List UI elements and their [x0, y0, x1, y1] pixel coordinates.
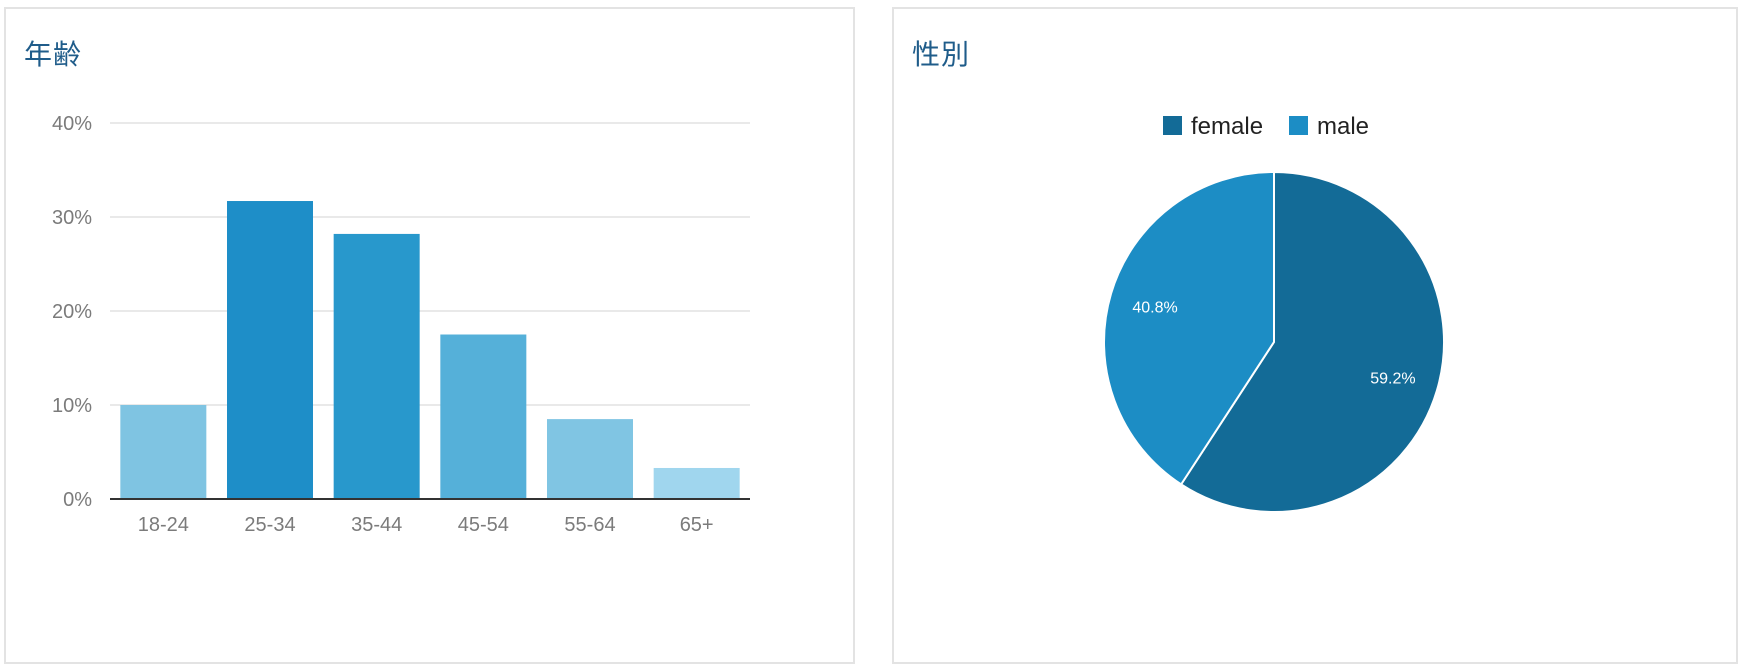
slice-label: 40.8% — [1132, 300, 1177, 317]
legend-swatch — [1289, 116, 1308, 135]
bar — [333, 233, 420, 500]
slice-label: 59.2% — [1370, 370, 1415, 387]
gender-panel: 性別 female male 59.2% 40.8% — [892, 7, 1738, 664]
legend-label: female — [1191, 113, 1263, 140]
age-panel: 年齢 0% 10% 20% 30% 40% 18-24 25-34 35-44 45-54 55-… — [4, 7, 855, 664]
gender-pie-chart: female male 59.2% 40.8% — [1103, 113, 1445, 513]
gender-chart-title: 性別 — [912, 38, 971, 71]
y-tick-label: 10% — [52, 395, 92, 417]
legend-swatch — [1163, 116, 1182, 135]
age-bar-chart: 0% 10% 20% 30% 40% 18-24 25-34 35-44 45-54 55-64 6… — [52, 113, 750, 536]
x-tick-label: 18-24 — [138, 514, 189, 536]
y-tick-label: 40% — [52, 113, 92, 135]
x-tick-label: 35-44 — [351, 514, 402, 536]
x-tick-label: 65+ — [680, 514, 714, 536]
x-tick-label: 25-34 — [244, 514, 295, 536]
pie-slice — [1180, 171, 1445, 513]
age-chart-title: 年齢 — [24, 38, 83, 71]
x-tick-label: 45-54 — [458, 514, 509, 536]
bar — [653, 467, 740, 499]
x-tick-label: 55-64 — [564, 514, 615, 536]
y-tick-label: 0% — [63, 489, 92, 511]
bar — [440, 334, 527, 499]
bar — [547, 419, 633, 499]
y-tick-label: 20% — [52, 301, 92, 323]
y-tick-label: 30% — [52, 207, 92, 229]
bar — [227, 201, 313, 499]
bar — [120, 405, 207, 499]
legend-label: male — [1317, 113, 1369, 140]
pie-slice — [1103, 171, 1275, 486]
legend: female male — [1163, 113, 1369, 140]
